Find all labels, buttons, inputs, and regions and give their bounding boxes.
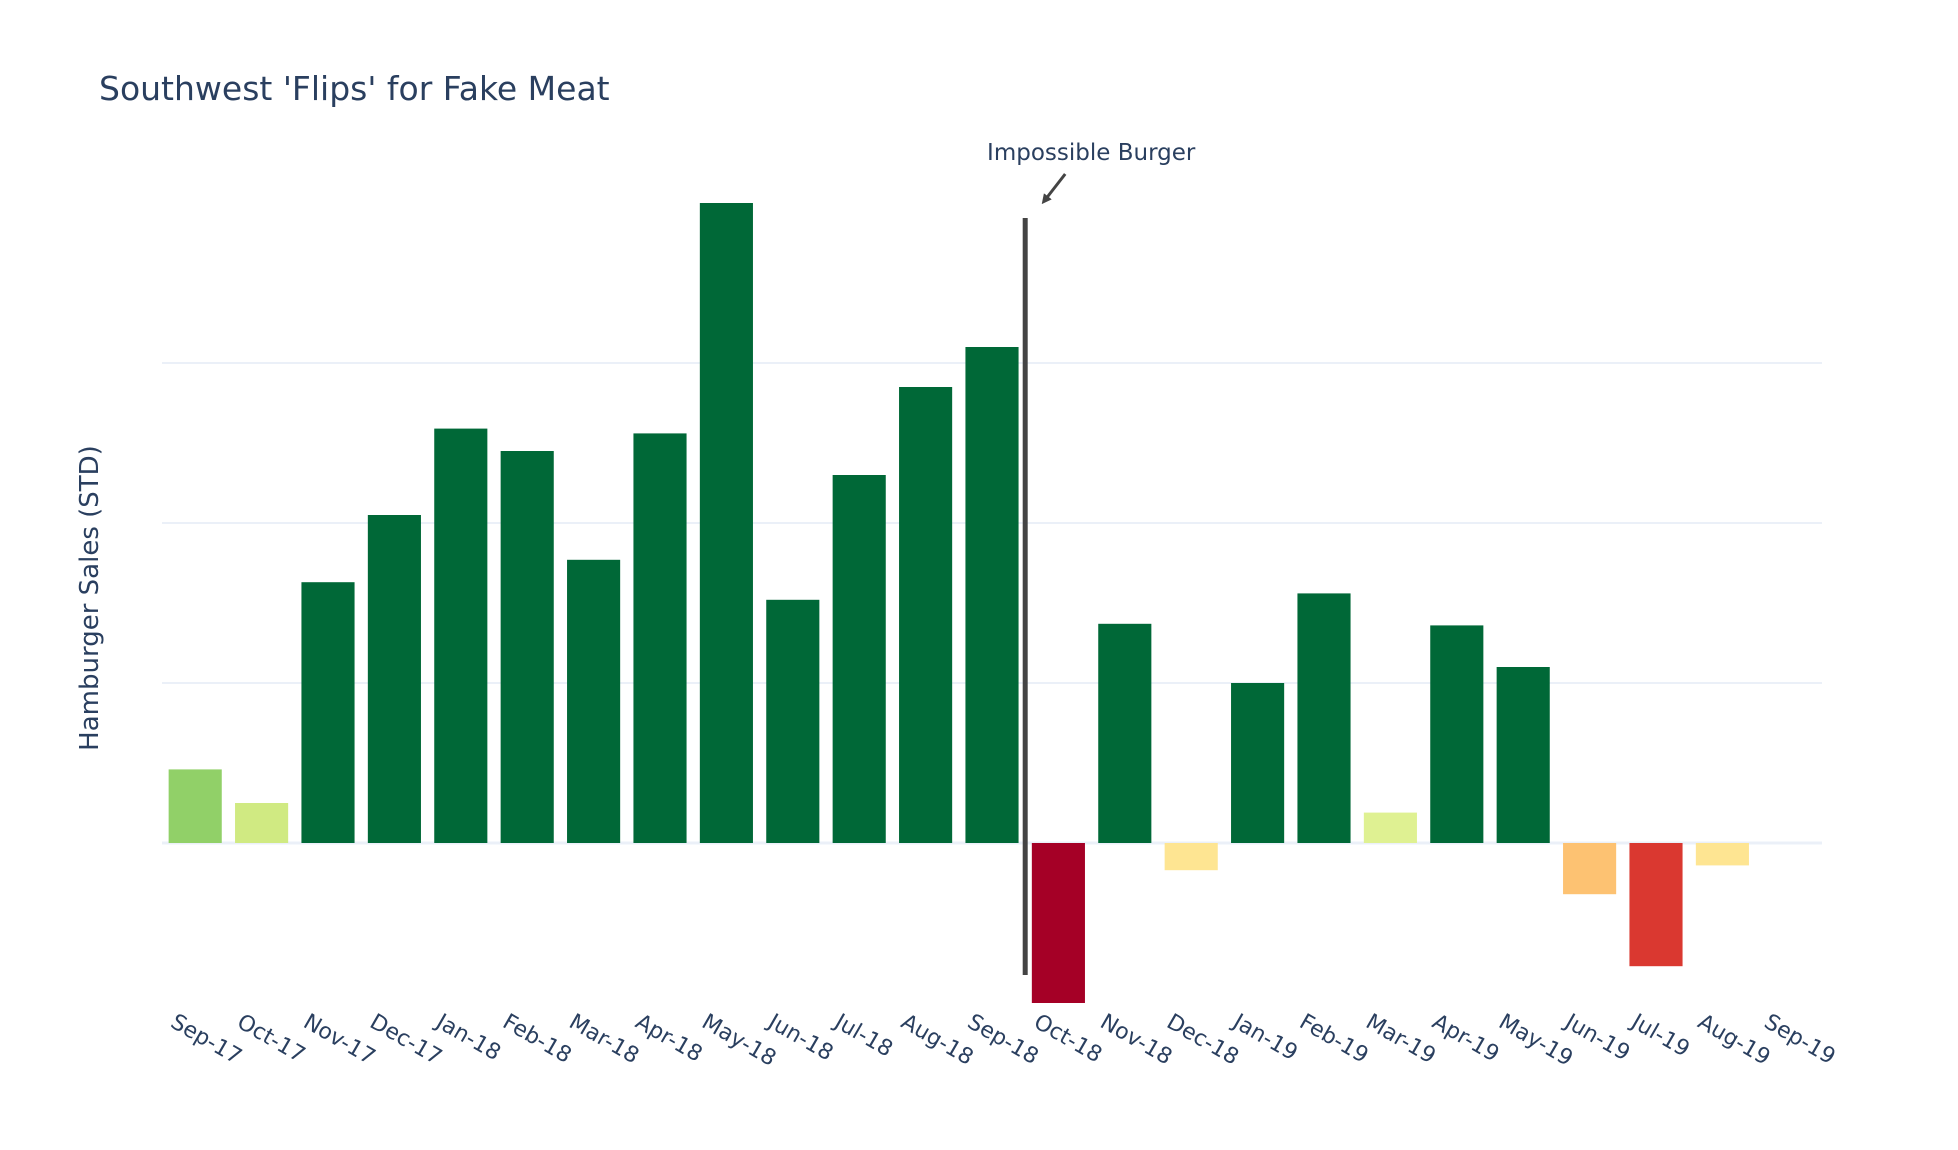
x-tick-label: Jan-19 [1227,1009,1302,1067]
x-tick-label: Sep-17 [166,1010,246,1070]
bar-sep-17 [168,769,222,843]
bars [168,203,1749,1003]
bar-dec-18 [1164,843,1218,871]
x-tick-label: Apr-18 [631,1010,706,1068]
bar-mar-19 [1363,812,1417,843]
annotations: Impossible Burger [987,140,1196,205]
x-tick-label: Mar-19 [1361,1010,1439,1070]
bar-nov-18 [1098,623,1152,843]
bar-mar-18 [567,559,621,843]
bar-aug-19 [1695,843,1749,866]
y-axis-title: Hamburger Sales (STD) [75,445,105,751]
x-tick-label: Feb-18 [498,1010,575,1069]
x-tick-label: Mar-18 [565,1010,643,1070]
x-tick-label: May-18 [697,1010,780,1072]
x-axis-ticks: Sep-17Oct-17Nov-17Dec-17Jan-18Feb-18Mar-… [166,1009,1839,1072]
bar-jul-19 [1629,843,1683,967]
chart-title: Southwest 'Flips' for Fake Meat [99,69,610,108]
annotation-label: Impossible Burger [987,140,1196,166]
bar-aug-18 [899,387,953,843]
x-tick-label: Aug-18 [897,1010,978,1071]
x-tick-label: Dec-17 [365,1010,445,1071]
bar-jul-18 [832,475,886,843]
bar-dec-17 [367,515,421,843]
bar-feb-19 [1297,593,1351,843]
bar-jan-18 [434,428,488,843]
x-tick-label: Aug-19 [1693,1010,1774,1071]
bar-feb-18 [500,451,554,843]
bar-jun-19 [1563,843,1617,895]
x-tick-label: Jan-18 [430,1009,505,1067]
annotation-arrow [1041,173,1067,205]
x-tick-label: May-19 [1494,1010,1577,1072]
bar-jun-18 [766,599,820,843]
bar-oct-17 [235,803,289,843]
bar-nov-17 [301,582,355,843]
x-tick-label: Jul-18 [828,1009,896,1063]
bar-oct-18 [1031,843,1085,1003]
x-tick-label: Oct-18 [1029,1010,1106,1069]
bar-apr-18 [633,433,687,843]
x-tick-label: Nov-17 [299,1010,379,1071]
x-tick-label: Feb-19 [1295,1010,1372,1069]
bar-may-18 [699,203,753,843]
bar-may-19 [1496,667,1550,843]
bar-sep-18 [965,347,1019,843]
bar-jan-19 [1231,683,1285,843]
x-tick-label: Apr-19 [1428,1010,1503,1068]
x-tick-label: Oct-17 [233,1010,310,1069]
x-tick-label: Sep-18 [963,1010,1043,1070]
x-tick-label: Dec-18 [1162,1010,1242,1071]
x-tick-label: Jul-19 [1625,1009,1693,1063]
x-tick-label: Sep-19 [1760,1010,1840,1070]
bar-apr-19 [1430,625,1484,843]
x-tick-label: Nov-18 [1096,1010,1176,1071]
